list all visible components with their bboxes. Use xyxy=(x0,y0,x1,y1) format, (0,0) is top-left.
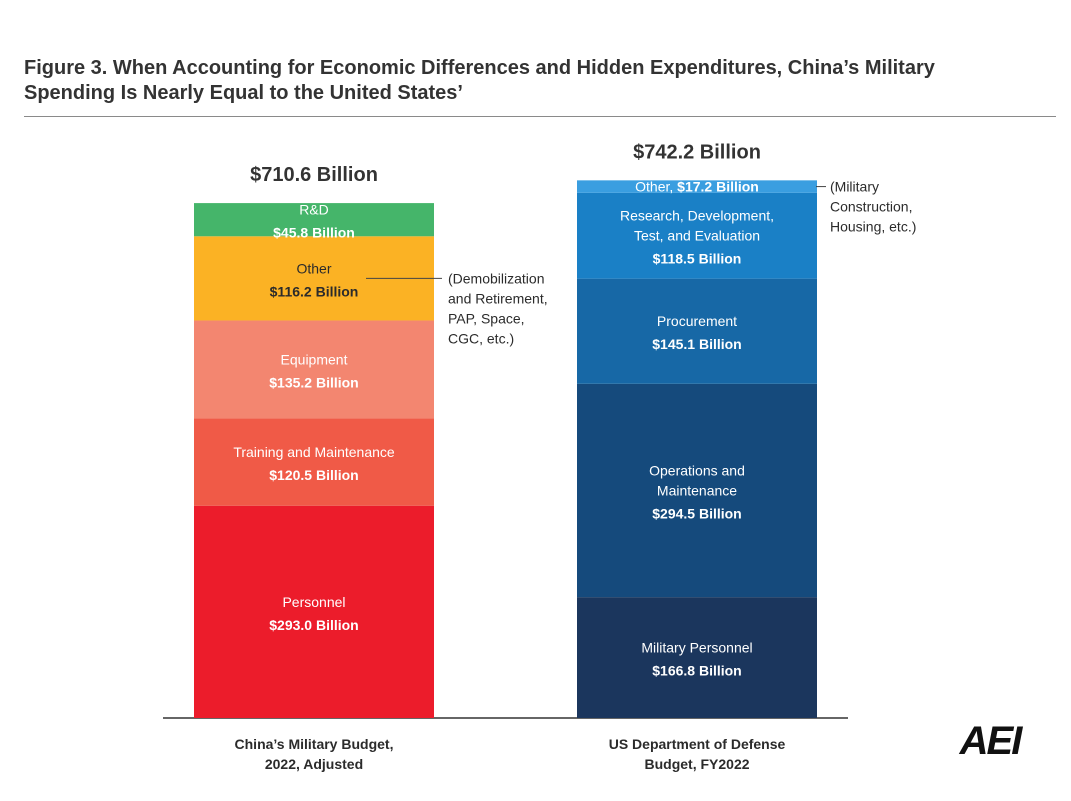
annotation-text-0-0: (Demobilization xyxy=(448,270,544,286)
segment-value-0-0: $293.0 Billion xyxy=(269,617,358,633)
segment-value-0-1: $120.5 Billion xyxy=(269,467,358,483)
bar-segment-0-2 xyxy=(194,320,434,419)
bar-total-1: $742.2 Billion xyxy=(633,141,761,163)
bar-segment-1-1 xyxy=(577,383,817,598)
segment-label-1-4: Other, $17.2 Billion xyxy=(635,179,759,195)
category-label-0-1: 2022, Adjusted xyxy=(265,756,363,772)
segment-name-0-0-0: Personnel xyxy=(282,594,345,610)
chart-title: Figure 3. When Accounting for Economic D… xyxy=(24,56,1024,106)
segment-name-1-3-1: Test, and Evaluation xyxy=(634,228,760,244)
segment-name-1-0-0: Military Personnel xyxy=(641,640,752,656)
bar-segment-0-0 xyxy=(194,505,434,718)
annotation-text-1-2: Housing, etc.) xyxy=(830,219,916,235)
segment-name-0-4-0: R&D xyxy=(299,202,329,218)
bar-segment-1-3 xyxy=(577,192,817,279)
segment-name-0-1-0: Training and Maintenance xyxy=(233,444,395,460)
segment-name-1-3-0: Research, Development, xyxy=(620,208,774,224)
bar-segment-0-1 xyxy=(194,418,434,506)
category-label-1-0: US Department of Defense xyxy=(609,736,786,752)
segment-value-1-0: $166.8 Billion xyxy=(652,663,741,679)
segment-name-1-1-0: Operations and xyxy=(649,462,745,478)
aei-logo-text: AEI xyxy=(959,719,1024,763)
segment-name-0-3-0: Other xyxy=(296,260,331,276)
bar-segment-0-4 xyxy=(194,203,434,237)
segment-value-1-3: $118.5 Billion xyxy=(653,251,742,267)
chart-title-line-2: Spending Is Nearly Equal to the United S… xyxy=(24,82,463,104)
segment-value-1-2: $145.1 Billion xyxy=(652,336,741,352)
segment-name-1-1-1: Maintenance xyxy=(657,482,737,498)
category-label-1-1: Budget, FY2022 xyxy=(644,756,749,772)
category-label-0-0: China’s Military Budget, xyxy=(235,736,394,752)
annotation-text-0-3: CGC, etc.) xyxy=(448,330,514,346)
segment-value-1-1: $294.5 Billion xyxy=(652,505,741,521)
bar-segment-1-2 xyxy=(577,278,817,384)
aei-logo: AEI xyxy=(959,719,1026,763)
segment-name-1-2-0: Procurement xyxy=(657,313,737,329)
bar-segment-1-0 xyxy=(577,597,817,718)
bar-segment-1-4 xyxy=(577,180,817,193)
annotation-text-1-1: Construction, xyxy=(830,199,912,215)
segment-value: $17.2 Billion xyxy=(677,179,759,195)
segment-name-0-2-0: Equipment xyxy=(281,351,348,367)
segment-name: Other, xyxy=(635,179,677,195)
bar-total-0: $710.6 Billion xyxy=(250,164,378,186)
segment-value-0-2: $135.2 Billion xyxy=(269,374,358,390)
annotation-text-0-2: PAP, Space, xyxy=(448,310,525,326)
annotation-text-0-1: and Retirement, xyxy=(448,290,548,306)
segment-value-0-3: $116.2 Billion xyxy=(270,283,359,299)
annotation-text-1-0: (Military xyxy=(830,179,879,195)
title-divider xyxy=(24,116,1056,117)
chart-title-line-1: Figure 3. When Accounting for Economic D… xyxy=(24,57,935,79)
segment-value-0-4: $45.8 Billion xyxy=(273,225,355,241)
